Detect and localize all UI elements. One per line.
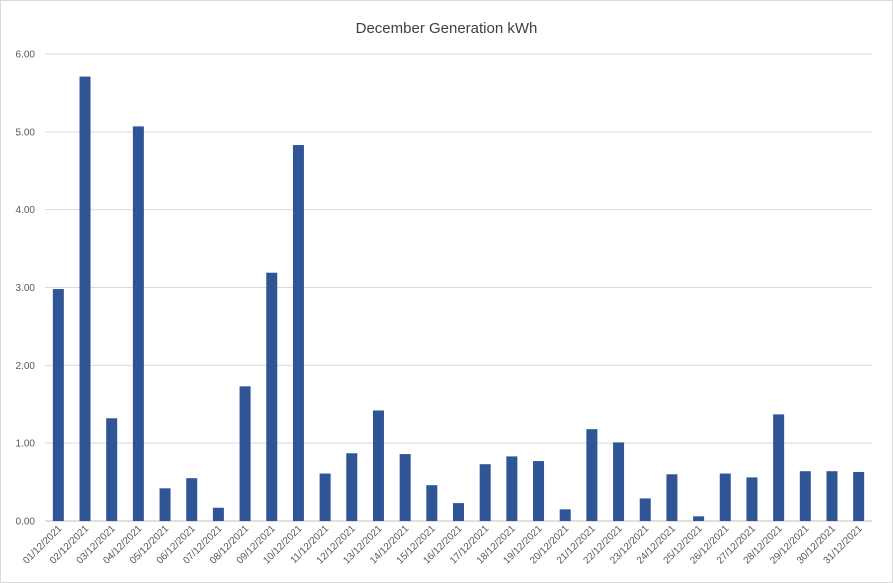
bar (773, 414, 785, 521)
y-tick-label: 0.00 (16, 517, 36, 528)
bar (266, 272, 278, 521)
bar (426, 485, 438, 521)
bar (853, 471, 865, 521)
bar (479, 464, 491, 521)
bar (639, 498, 651, 521)
bar (666, 474, 678, 521)
bar (159, 488, 171, 521)
bar (346, 453, 358, 521)
bar (613, 442, 625, 521)
y-tick-label: 4.00 (16, 205, 36, 216)
bar (719, 473, 731, 521)
bar (586, 429, 598, 521)
bar (106, 418, 118, 521)
bar (533, 461, 545, 521)
bar (212, 507, 224, 521)
bar (826, 471, 838, 521)
bar (453, 503, 464, 521)
chart-title: December Generation kWh (355, 20, 538, 37)
y-tick-label: 6.00 (16, 50, 36, 61)
bar (132, 126, 144, 521)
bar (186, 478, 198, 521)
bar (399, 454, 411, 521)
y-tick-label: 3.00 (16, 283, 36, 294)
y-tick-label: 5.00 (16, 127, 36, 138)
y-tick-label: 2.00 (16, 361, 36, 372)
bar (559, 509, 571, 521)
bar (79, 76, 91, 522)
bar (799, 471, 811, 521)
bar (506, 456, 518, 521)
y-tick-label: 1.00 (16, 439, 36, 450)
bar (746, 477, 758, 521)
bar (52, 289, 64, 521)
bar (372, 410, 384, 521)
bar (319, 473, 331, 521)
bar (292, 145, 304, 521)
bar (239, 386, 251, 521)
bar (693, 516, 705, 521)
